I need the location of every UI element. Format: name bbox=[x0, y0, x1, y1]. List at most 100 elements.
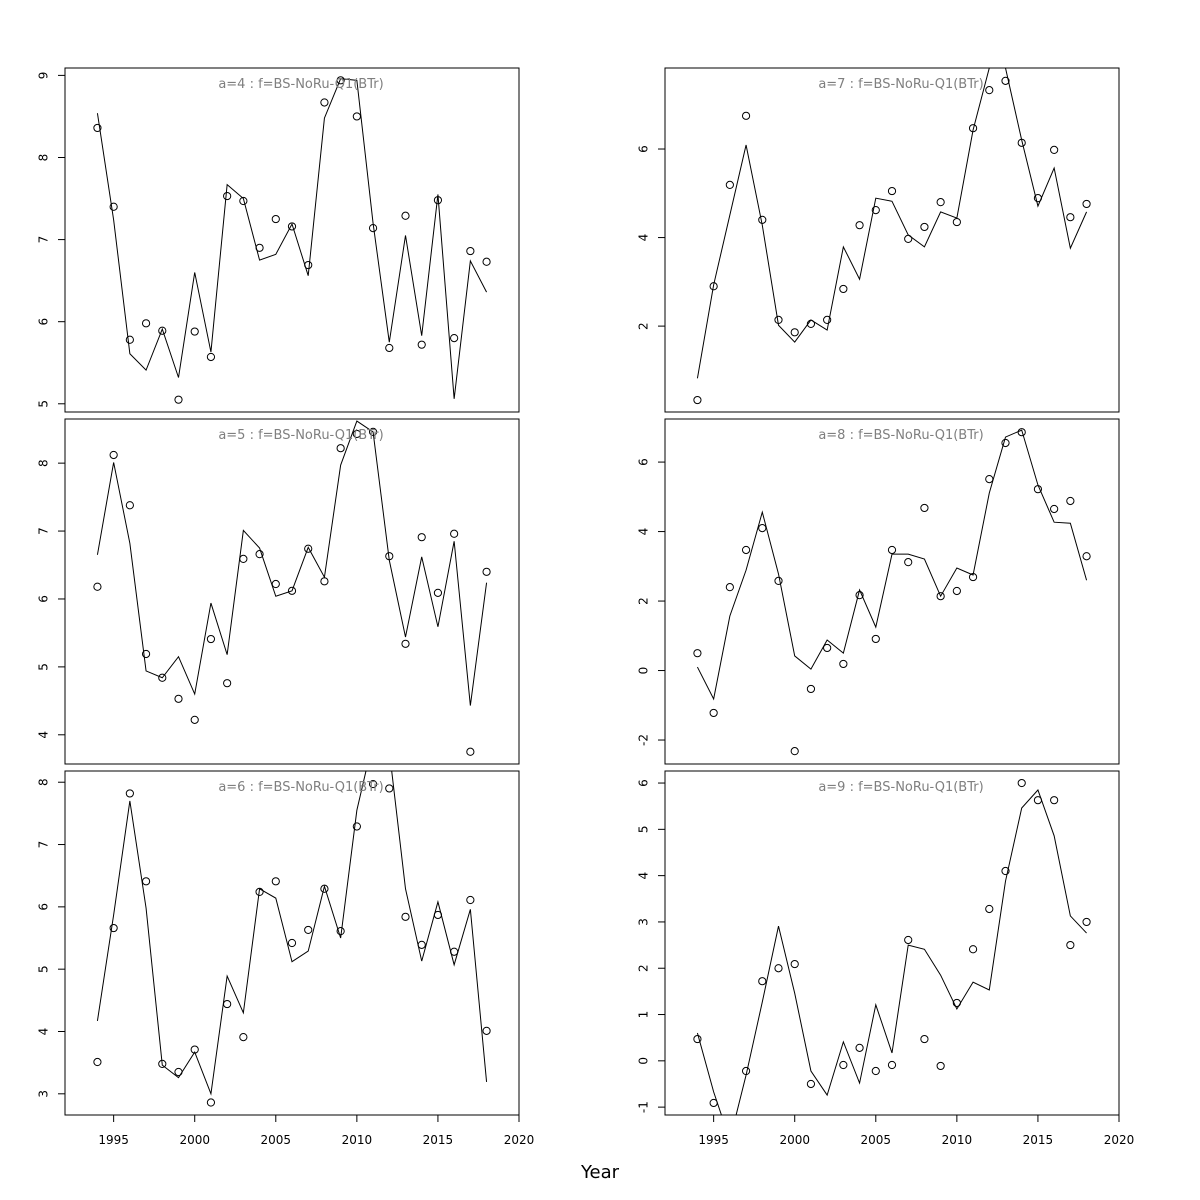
y-tick-label: 4 bbox=[637, 528, 651, 536]
observed-point bbox=[774, 576, 783, 586]
observed-point bbox=[239, 554, 248, 564]
panel-frame bbox=[664, 418, 1120, 765]
observed-point bbox=[223, 679, 232, 688]
observed-point bbox=[352, 429, 361, 439]
observed-point bbox=[223, 191, 232, 201]
observed-point bbox=[336, 76, 345, 85]
observed-point bbox=[693, 395, 702, 405]
panel-title: a=7 : f=BS-NoRu-Q1(BTr) bbox=[818, 77, 983, 92]
observed-point bbox=[206, 352, 216, 362]
observed-point bbox=[1066, 496, 1075, 506]
observed-point bbox=[904, 935, 913, 945]
observed-point bbox=[920, 503, 929, 513]
x-tick-label: 2015 bbox=[423, 1133, 454, 1147]
observed-point bbox=[839, 659, 848, 669]
observed-point bbox=[417, 940, 426, 949]
y-tick-label: 6 bbox=[637, 779, 651, 787]
observed-point bbox=[466, 246, 475, 256]
observed-point bbox=[368, 779, 378, 789]
observed-point bbox=[839, 1060, 848, 1070]
observed-point bbox=[304, 544, 313, 553]
y-tick-label: 4 bbox=[37, 1028, 51, 1036]
observed-point bbox=[482, 1026, 491, 1035]
fit-line bbox=[696, 789, 1087, 1115]
x-tick-label: 2020 bbox=[504, 1133, 535, 1147]
observed-point bbox=[920, 222, 929, 232]
observed-point bbox=[936, 1061, 945, 1071]
y-tick-label: -1 bbox=[637, 1101, 651, 1113]
observed-point bbox=[287, 586, 297, 595]
observed-point bbox=[125, 335, 134, 344]
observed-point bbox=[920, 1034, 929, 1044]
observed-point bbox=[239, 196, 248, 206]
observed-point bbox=[287, 938, 297, 948]
panel-title: a=8 : f=BS-NoRu-Q1(BTr) bbox=[818, 428, 983, 443]
x-tick-label: 1995 bbox=[698, 1133, 729, 1147]
y-tick-label: 0 bbox=[637, 667, 651, 675]
y-tick-label: 6 bbox=[637, 458, 651, 466]
panel-frame bbox=[664, 770, 1120, 1116]
y-tick-label: 5 bbox=[37, 965, 51, 973]
observed-point bbox=[93, 123, 102, 133]
observed-point bbox=[758, 523, 767, 533]
y-tick-label: -2 bbox=[637, 734, 651, 746]
observed-point bbox=[709, 282, 718, 291]
observed-point bbox=[352, 822, 361, 831]
observed-point bbox=[482, 567, 491, 576]
observed-point bbox=[304, 925, 313, 935]
observed-point bbox=[1082, 917, 1091, 927]
observed-point bbox=[352, 112, 361, 121]
observed-point bbox=[450, 529, 459, 538]
plot-area bbox=[693, 68, 1091, 405]
observed-point bbox=[174, 395, 183, 404]
observed-point bbox=[466, 895, 475, 905]
observed-point bbox=[1050, 145, 1059, 155]
y-tick-label: 6 bbox=[37, 595, 51, 603]
observed-point bbox=[141, 649, 151, 659]
observed-point bbox=[741, 111, 751, 120]
observed-point bbox=[1001, 866, 1010, 876]
y-tick-label: 2 bbox=[637, 597, 651, 605]
fit-line bbox=[696, 429, 1088, 701]
observed-point bbox=[401, 211, 410, 220]
panel-frame bbox=[64, 418, 520, 765]
observed-point bbox=[206, 1098, 216, 1107]
observed-point bbox=[936, 592, 945, 601]
y-tick-label: 9 bbox=[37, 72, 51, 80]
observed-point bbox=[839, 284, 848, 294]
observed-point bbox=[401, 912, 410, 921]
y-tick-label: 8 bbox=[37, 154, 51, 162]
y-tick-label: 7 bbox=[37, 527, 51, 535]
observed-point bbox=[693, 1034, 702, 1044]
observed-point bbox=[871, 206, 880, 215]
y-tick-label: 4 bbox=[637, 872, 651, 880]
observed-point bbox=[1082, 552, 1091, 561]
y-tick-label: 7 bbox=[37, 236, 51, 244]
plot-area bbox=[93, 771, 491, 1107]
y-tick-label: 7 bbox=[37, 841, 51, 849]
y-tick-label: 8 bbox=[37, 459, 51, 467]
y-tick-label: 3 bbox=[637, 918, 651, 926]
observed-point bbox=[968, 945, 978, 954]
observed-point bbox=[385, 343, 394, 353]
fit-line bbox=[96, 78, 488, 399]
observed-point bbox=[450, 334, 459, 343]
y-tick-label: 4 bbox=[37, 731, 51, 739]
plot-area bbox=[93, 420, 491, 756]
observed-point bbox=[774, 964, 783, 973]
observed-point bbox=[223, 999, 232, 1009]
observed-point bbox=[887, 1060, 897, 1070]
observed-point bbox=[336, 444, 345, 453]
y-tick-label: 5 bbox=[37, 400, 51, 408]
observed-point bbox=[417, 340, 426, 349]
y-tick-label: 6 bbox=[37, 318, 51, 326]
y-tick-label: 4 bbox=[637, 234, 651, 242]
panel-title: a=6 : f=BS-NoRu-Q1(BTr) bbox=[218, 780, 383, 795]
observed-point bbox=[482, 257, 491, 266]
observed-point bbox=[109, 450, 118, 460]
observed-point bbox=[401, 639, 410, 648]
observed-point bbox=[936, 198, 945, 207]
observed-point bbox=[823, 643, 832, 653]
x-tick-label: 2015 bbox=[1023, 1133, 1054, 1147]
